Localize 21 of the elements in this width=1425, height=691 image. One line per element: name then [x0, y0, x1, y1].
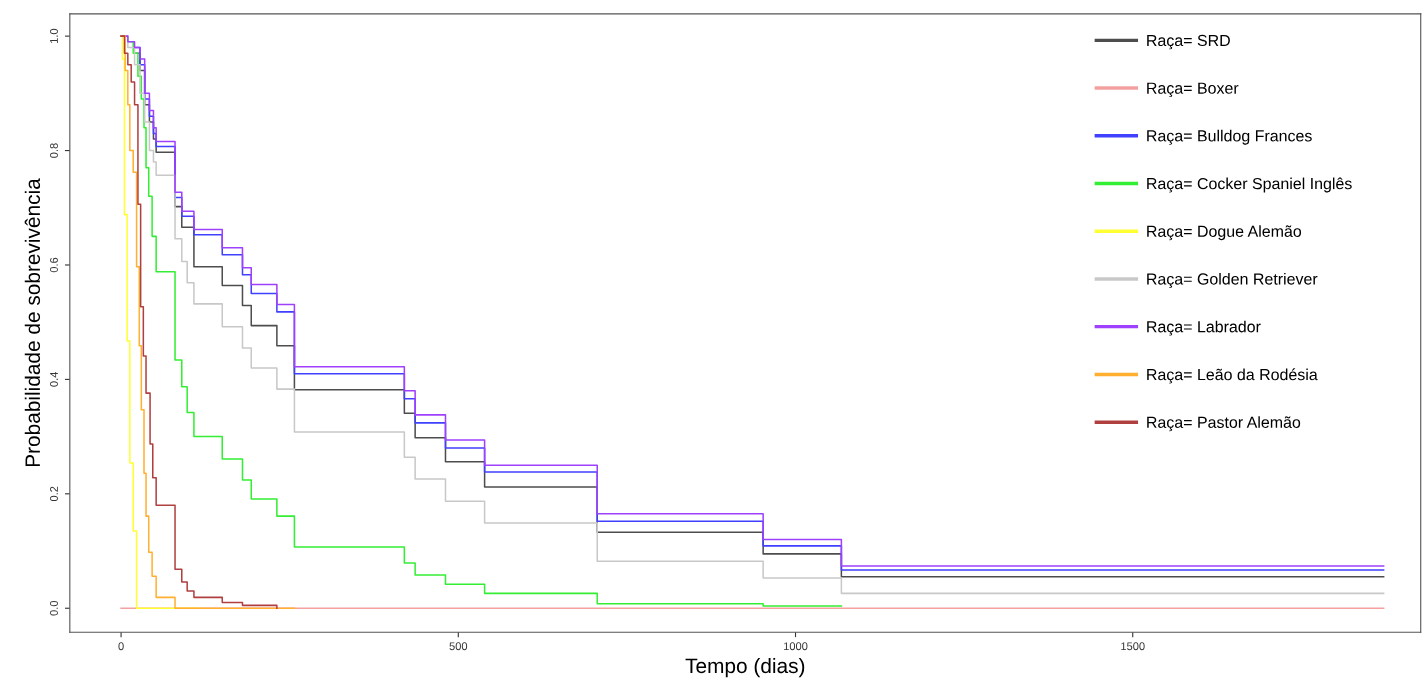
legend-label: Raça= Golden Retriever — [1147, 272, 1318, 288]
legend-label: Raça= Pastor Alemão — [1147, 416, 1301, 432]
legend-label: Raça= Leão da Rodésia — [1147, 368, 1318, 384]
y-tick-label: 0.8 — [50, 143, 58, 158]
y-tick-label: 0.4 — [50, 372, 58, 387]
y-tick-label: 0.0 — [50, 600, 58, 616]
legend-label: Raça= Dogue Alemão — [1147, 225, 1302, 241]
x-tick-label: 1500 — [1121, 642, 1145, 651]
legend-label: Raça= SRD — [1147, 34, 1230, 50]
y-tick-label: 0.6 — [50, 257, 58, 273]
x-tick-label: 500 — [449, 642, 468, 651]
y-axis-title: Probabilidade de sobrevivência — [24, 178, 41, 467]
x-tick-label: 1000 — [784, 642, 808, 651]
legend-label: Raça= Cocker Spaniel Inglês — [1147, 177, 1352, 193]
x-axis-title: Tempo (dias) — [685, 657, 805, 678]
legend-label: Raça= Boxer — [1147, 82, 1239, 98]
x-tick-label: 0 — [118, 642, 124, 651]
y-tick-label: 0.2 — [50, 486, 58, 502]
y-tick-label: 1.0 — [50, 28, 58, 44]
legend-label: Raça= Bulldog Frances — [1147, 129, 1312, 145]
legend-label: Raça= Labrador — [1147, 320, 1261, 336]
